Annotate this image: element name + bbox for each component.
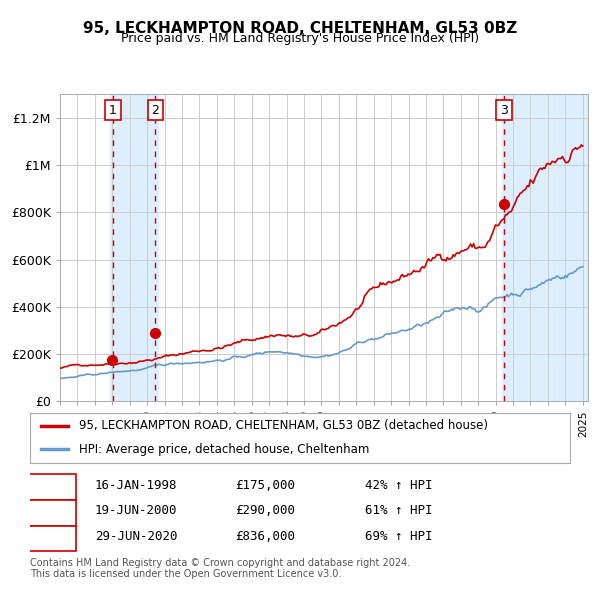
- Text: 61% ↑ HPI: 61% ↑ HPI: [365, 504, 432, 517]
- Text: HPI: Average price, detached house, Cheltenham: HPI: Average price, detached house, Chel…: [79, 442, 369, 455]
- Bar: [502, 94, 588, 401]
- Text: 2: 2: [47, 504, 56, 517]
- Text: £290,000: £290,000: [235, 504, 295, 517]
- Text: 29-JUN-2020: 29-JUN-2020: [95, 530, 178, 543]
- Text: 42% ↑ HPI: 42% ↑ HPI: [365, 479, 432, 492]
- Text: 95, LECKHAMPTON ROAD, CHELTENHAM, GL53 0BZ: 95, LECKHAMPTON ROAD, CHELTENHAM, GL53 0…: [83, 21, 517, 35]
- Text: Price paid vs. HM Land Registry's House Price Index (HPI): Price paid vs. HM Land Registry's House …: [121, 32, 479, 45]
- Text: 95, LECKHAMPTON ROAD, CHELTENHAM, GL53 0BZ (detached house): 95, LECKHAMPTON ROAD, CHELTENHAM, GL53 0…: [79, 419, 488, 432]
- Text: 69% ↑ HPI: 69% ↑ HPI: [365, 530, 432, 543]
- Text: 1: 1: [47, 479, 56, 492]
- FancyBboxPatch shape: [28, 500, 76, 526]
- FancyBboxPatch shape: [28, 526, 76, 551]
- Text: 16-JAN-1998: 16-JAN-1998: [95, 479, 178, 492]
- Text: 19-JUN-2000: 19-JUN-2000: [95, 504, 178, 517]
- Text: 3: 3: [47, 530, 56, 543]
- Text: 2: 2: [151, 104, 159, 117]
- Text: 1: 1: [109, 104, 117, 117]
- Text: 3: 3: [500, 104, 508, 117]
- Text: £836,000: £836,000: [235, 530, 295, 543]
- FancyBboxPatch shape: [28, 474, 76, 500]
- Text: £175,000: £175,000: [235, 479, 295, 492]
- Text: Contains HM Land Registry data © Crown copyright and database right 2024.
This d: Contains HM Land Registry data © Crown c…: [30, 558, 410, 579]
- Bar: [110, 94, 158, 401]
